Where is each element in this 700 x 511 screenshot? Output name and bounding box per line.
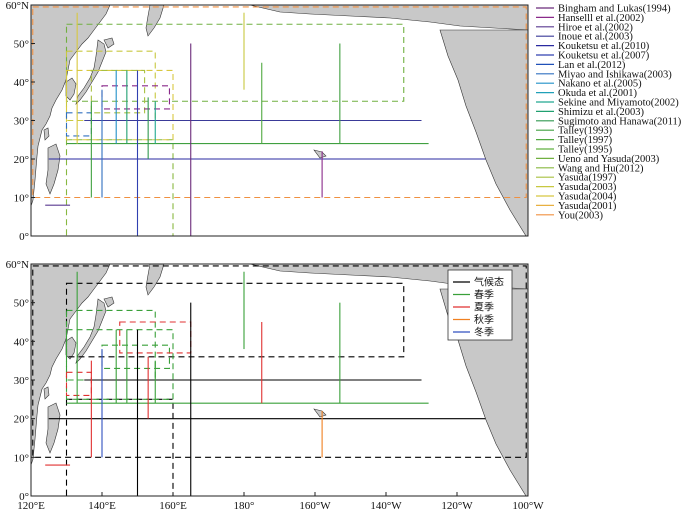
legend-label: Yasuda(2003)	[558, 182, 617, 193]
section-box	[90, 69, 146, 114]
hawaii-islands	[313, 149, 327, 159]
lat-tick-label: 20°	[14, 154, 29, 166]
legend-label: Yasuda(2001)	[558, 201, 617, 212]
legend-label: Inoue et al.(2003)	[558, 32, 633, 43]
legend-label: Wang and Hu(2012)	[558, 163, 644, 174]
philippines-landmass	[45, 143, 61, 195]
legend-label: You(2003)	[558, 210, 604, 221]
lon-tick-label: 160°W	[299, 500, 331, 511]
legend-label: Yasuda(1997)	[558, 173, 617, 184]
top-latitude-ticks: 0° 10° 20° 30° 40° 50° 60°N	[6, 0, 35, 243]
legend-label: 春季	[474, 289, 494, 301]
lat-tick-label: 60°N	[6, 0, 29, 12]
section-box	[65, 329, 174, 400]
bottom-latitude-ticks: 0° 10° 20° 30° 40° 50° 60°N	[6, 259, 35, 503]
legend-label: Yasuda(2004)	[558, 192, 617, 203]
lat-tick-label: 0°	[19, 491, 29, 503]
top-section-lines	[32, 6, 527, 236]
legend-label: Talley(1993)	[558, 126, 613, 137]
hokkaido-landmass	[103, 296, 115, 308]
section-box	[101, 344, 170, 369]
lon-tick-label: 140°W	[370, 500, 402, 511]
hokkaido-landmass	[103, 37, 115, 49]
lat-tick-label: 40°	[14, 336, 29, 348]
top-map-panel: 0° 10° 20° 30° 40° 50° 60°N Bingham and Lukas(…	[6, 0, 682, 243]
taiwan-landmass	[43, 127, 50, 141]
legend-label: Talley(1997)	[558, 135, 613, 146]
legend-label: Hiroe et al.(2002)	[558, 22, 633, 33]
lon-tick-label: 100°W	[512, 500, 544, 511]
legend-label: Bingham and Lukas(1994)	[558, 4, 671, 15]
lon-tick-label: 180°	[234, 500, 255, 511]
lon-tick-label: 120°W	[441, 500, 473, 511]
legend-label: Talley(1995)	[558, 145, 613, 156]
lat-tick-label: 20°	[14, 414, 29, 426]
lat-tick-label: 50°	[14, 39, 29, 51]
legend-label: Lan et al.(2012)	[558, 60, 626, 71]
legend-label: Okuda et al.(2001)	[558, 88, 638, 99]
legend-label: Kouketsu et al.(2010)	[558, 41, 650, 52]
legend-label: Miyao and Ishikawa(2003)	[558, 69, 672, 80]
asia-landmass	[31, 264, 111, 466]
lon-tick-label: 160°E	[159, 500, 187, 511]
legend-label: Kouketsu et al.(2007)	[558, 51, 650, 62]
japan-landmass	[75, 298, 107, 364]
philippines-landmass	[45, 402, 61, 454]
lat-tick-label: 30°	[14, 375, 29, 387]
lon-tick-label: 140°E	[88, 500, 116, 511]
lat-tick-label: 60°N	[6, 259, 29, 271]
longitude-ticks: 120°E 140°E 160°E 180° 160°W 140°W 120°W 100°W	[17, 492, 544, 511]
hawaii-islands	[313, 408, 327, 418]
lat-tick-label: 30°	[14, 116, 29, 128]
lat-tick-label: 40°	[14, 77, 29, 89]
lon-tick-label: 120°E	[17, 500, 45, 511]
legend-label: 夏季	[474, 302, 494, 314]
lat-tick-label: 10°	[14, 193, 29, 205]
lat-tick-label: 10°	[14, 452, 29, 464]
legend-label: 冬季	[474, 326, 494, 339]
legend-label: Ueno and Yasuda(2003)	[558, 154, 660, 165]
top-landmasses	[31, 5, 528, 236]
section-box	[65, 112, 92, 137]
legend-label: Sugimoto and Hanawa(2011)	[558, 116, 682, 127]
legend-label: 气候态	[474, 276, 504, 289]
top-legend: Bingham and Lukas(1994)Hanselll et al.(2…	[536, 4, 682, 221]
section-box	[65, 139, 174, 236]
alaska-landmass	[249, 5, 528, 31]
legend-label: 秋季	[474, 313, 494, 326]
section-box	[101, 85, 170, 110]
lat-tick-label: 50°	[14, 298, 29, 310]
japan-landmass	[75, 39, 107, 105]
legend-label: Nakano et al.(2005)	[558, 79, 642, 90]
legend-label: Shimizu et al.(2003)	[558, 107, 645, 118]
legend-label: Hanselll et al.(2002)	[558, 13, 645, 24]
bottom-section-lines	[32, 265, 527, 496]
section-box	[65, 398, 174, 496]
north-america-landmass	[439, 29, 528, 236]
legend-label: Sekine and Miyamoto(2002)	[558, 98, 679, 109]
section-box	[65, 69, 174, 141]
section-box	[65, 371, 92, 397]
lat-tick-label: 0°	[19, 231, 29, 243]
section-box	[65, 282, 405, 358]
section-box	[32, 265, 527, 458]
section-box	[119, 321, 192, 354]
section-box	[32, 6, 527, 199]
asia-landmass	[31, 5, 111, 207]
taiwan-landmass	[43, 386, 50, 400]
